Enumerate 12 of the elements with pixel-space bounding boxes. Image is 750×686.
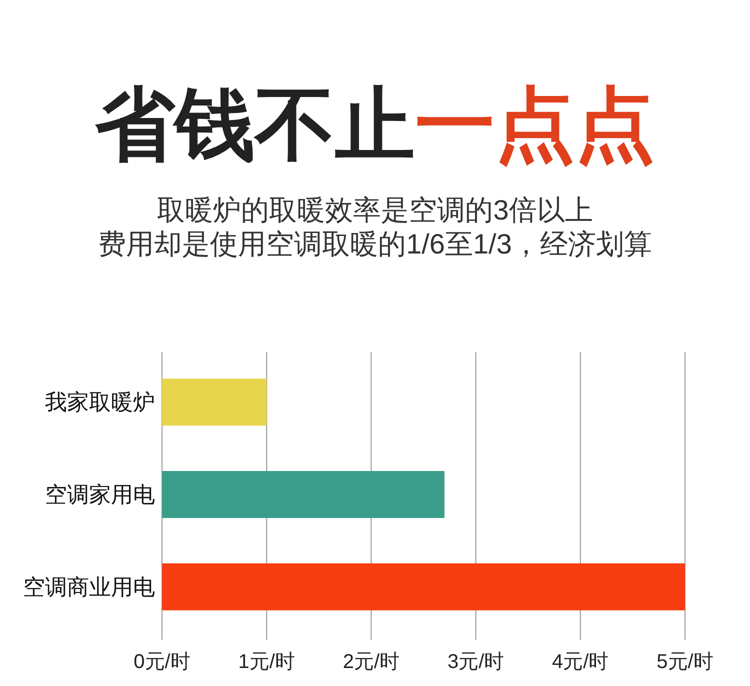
- annotation: 费用却是使用空调取暖的1/6至1/3，经济划算: [98, 228, 652, 260]
- tick-label: 4元/时: [552, 651, 609, 673]
- tick-label: 1元/时: [238, 651, 295, 673]
- tick-label: 0元/时: [134, 651, 190, 673]
- category-label: 空调商业用电: [23, 574, 155, 600]
- category-label: 空调家用电: [45, 482, 155, 507]
- title: 省钱不止一点点: [95, 80, 655, 169]
- category-label: 我家取暖炉: [45, 390, 155, 415]
- tick-label: 3元/时: [447, 651, 504, 673]
- tick-label: 2元/时: [342, 651, 400, 673]
- tick-label: 5元/时: [656, 651, 714, 673]
- subtitle: 取暖炉的取暖效率是空调的3倍以上: [157, 194, 593, 226]
